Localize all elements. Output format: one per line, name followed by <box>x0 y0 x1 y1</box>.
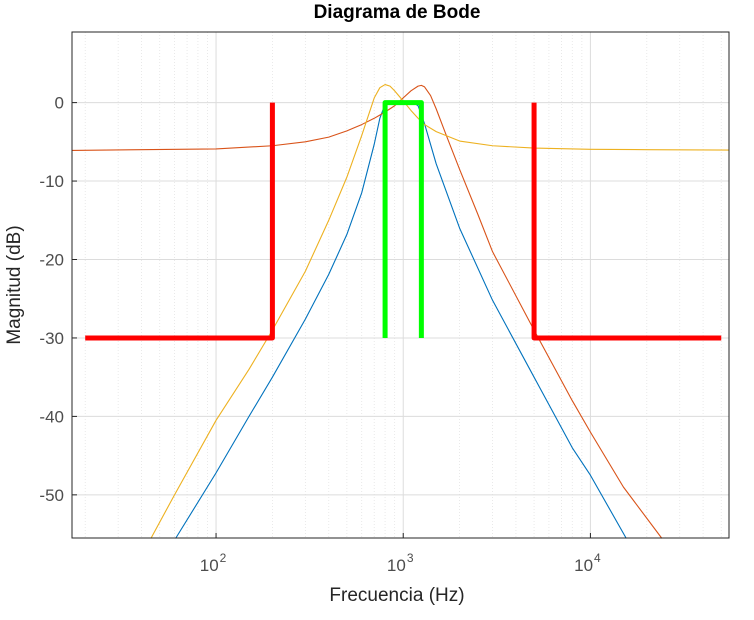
y-tick-label: -10 <box>39 172 64 191</box>
series-green-spec-mask <box>382 100 424 338</box>
series-red-spec-mask-right <box>531 102 722 341</box>
chart-title: Diagrama de Bode <box>314 2 481 23</box>
series-layer <box>71 84 730 539</box>
x-axis-label: Frecuencia (Hz) <box>329 585 464 606</box>
series-red-spec-mask-left <box>85 102 275 341</box>
y-tick-label: 0 <box>55 94 64 113</box>
y-tick-label: -20 <box>39 251 64 270</box>
axes-box <box>71 31 730 539</box>
x-tick-label: 104 <box>574 551 601 575</box>
tick-labels: 0 -10 -20 -30 -40 -50 102 103 104 <box>39 94 601 575</box>
series-peaking-response-high <box>71 84 663 539</box>
y-tick-label: -50 <box>39 486 64 505</box>
y-tick-label: -40 <box>39 407 64 426</box>
plot-area <box>72 32 729 538</box>
x-tick-label: 102 <box>200 551 227 575</box>
x-tick-label: 103 <box>387 551 414 575</box>
y-tick-label: -30 <box>39 329 64 348</box>
y-axis-label: Magnitud (dB) <box>4 225 25 344</box>
